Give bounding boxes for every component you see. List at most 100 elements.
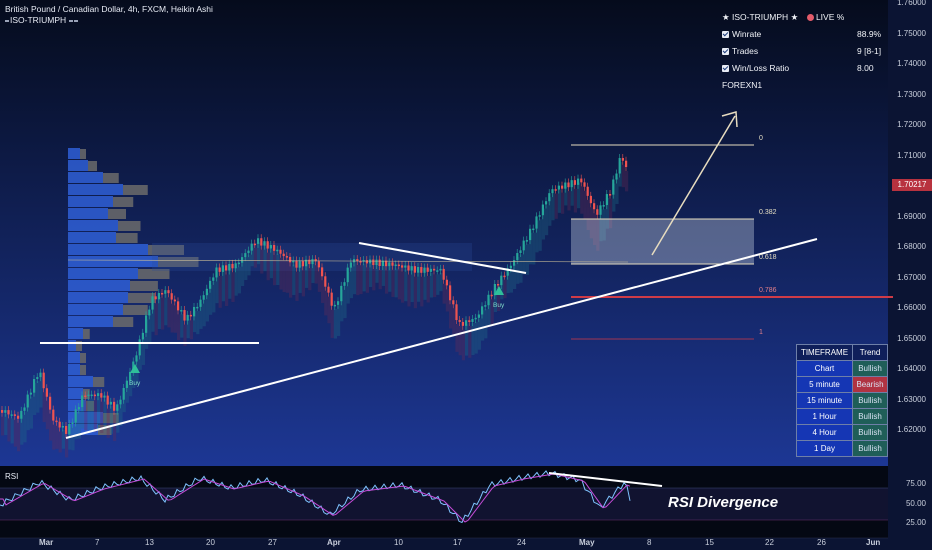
volume-bar xyxy=(158,257,199,267)
cloud-segment xyxy=(420,276,424,307)
cloud-segment xyxy=(490,299,494,326)
cloud-segment xyxy=(257,242,261,265)
candle xyxy=(122,387,125,400)
cloud-segment xyxy=(148,313,152,345)
price-axis[interactable]: 1.76000 1.75000 1.74000 1.73000 1.72000 1.710… xyxy=(888,0,932,466)
table-row: Chart Bullish xyxy=(796,360,888,377)
volume-bar xyxy=(68,208,108,219)
cloud-segment xyxy=(516,257,520,284)
candle xyxy=(497,283,500,286)
time-tick: May xyxy=(579,538,595,547)
cloud-segment xyxy=(237,266,241,294)
cloud-segment xyxy=(177,314,181,341)
candle xyxy=(234,263,237,269)
candle xyxy=(20,410,23,419)
candle xyxy=(525,240,528,242)
indicator-title[interactable]: ISO-TRIUMPH xyxy=(5,15,213,26)
candle xyxy=(4,410,7,413)
stats-title-row: ★ ISO-TRIUMPH ★ LIVE % xyxy=(722,9,888,26)
candle xyxy=(535,216,538,229)
price-tick: 1.73000 xyxy=(897,89,926,99)
price-tick: 1.62000 xyxy=(897,425,926,434)
cloud-segment xyxy=(474,321,478,354)
candle xyxy=(138,339,141,356)
candle xyxy=(577,178,580,185)
volume-bar xyxy=(103,173,119,183)
candle xyxy=(167,290,170,294)
candle xyxy=(490,294,493,297)
volume-bar xyxy=(68,160,88,171)
cloud-segment xyxy=(138,343,142,370)
candle xyxy=(439,268,442,271)
volume-bar xyxy=(68,316,113,327)
cloud-segment xyxy=(519,254,523,283)
cloud-segment xyxy=(346,271,350,304)
price-tick: 1.67000 xyxy=(897,272,926,282)
cloud-segment xyxy=(493,287,497,312)
cloud-segment xyxy=(452,308,456,335)
cloud-segment xyxy=(372,269,376,291)
candle xyxy=(487,294,490,306)
volume-bar xyxy=(68,388,83,399)
table-header: TIMEFRAME xyxy=(796,344,853,361)
cloud-segment xyxy=(497,289,501,312)
cloud-segment xyxy=(362,264,366,292)
cloud-segment xyxy=(231,272,235,303)
candle xyxy=(420,267,423,273)
candle xyxy=(516,253,519,261)
candle xyxy=(602,205,605,207)
candle xyxy=(401,265,404,268)
chart-header: British Pound / Canadian Dollar, 4h, FXC… xyxy=(5,4,213,26)
candle xyxy=(461,321,464,326)
volume-bar xyxy=(130,281,158,291)
cloud-segment xyxy=(378,270,382,290)
cloud-segment xyxy=(621,164,625,188)
volume-bar xyxy=(68,220,118,231)
time-tick: 15 xyxy=(705,538,714,547)
candle xyxy=(177,301,180,311)
candle xyxy=(394,264,397,267)
candle xyxy=(484,305,487,307)
cloud-segment xyxy=(417,271,421,302)
candle xyxy=(52,409,55,421)
stats-panel: ★ ISO-TRIUMPH ★ LIVE % Winrate 88.9% Trad… xyxy=(722,9,888,94)
candle xyxy=(330,292,333,306)
fib-label: 0 xyxy=(759,135,763,142)
volume-bar xyxy=(68,364,80,375)
candle xyxy=(557,185,560,190)
candle xyxy=(237,262,240,265)
price-tick: 1.72000 xyxy=(897,120,926,129)
cloud-segment xyxy=(525,244,529,275)
candle xyxy=(132,361,135,372)
cloud-segment xyxy=(580,186,584,214)
candle xyxy=(529,228,532,241)
current-price-tag: 1.70217 xyxy=(892,179,932,191)
cloud-segment xyxy=(500,279,504,300)
cloud-segment xyxy=(410,270,414,303)
volume-bar xyxy=(68,172,103,183)
candle xyxy=(157,292,160,300)
candle xyxy=(522,240,525,251)
volume-bar xyxy=(68,196,113,207)
candle xyxy=(10,414,13,416)
candle xyxy=(289,256,292,263)
cloud-segment xyxy=(471,323,475,356)
candle xyxy=(538,215,541,217)
candle xyxy=(308,259,311,265)
price-tick: 1.69000 xyxy=(897,211,926,221)
volume-bar xyxy=(68,232,116,243)
cloud-segment xyxy=(186,318,190,339)
cloud-segment xyxy=(7,418,11,442)
cloud-segment xyxy=(55,425,59,449)
checkbox-icon xyxy=(722,65,729,73)
cloud-segment xyxy=(145,319,149,349)
live-label: LIVE % xyxy=(815,12,845,22)
cloud-segment xyxy=(61,429,65,449)
ribbon-cloud xyxy=(1,162,629,458)
cloud-segment xyxy=(154,303,158,336)
candle xyxy=(429,268,432,272)
candle xyxy=(442,268,445,280)
volume-bar xyxy=(68,328,83,339)
